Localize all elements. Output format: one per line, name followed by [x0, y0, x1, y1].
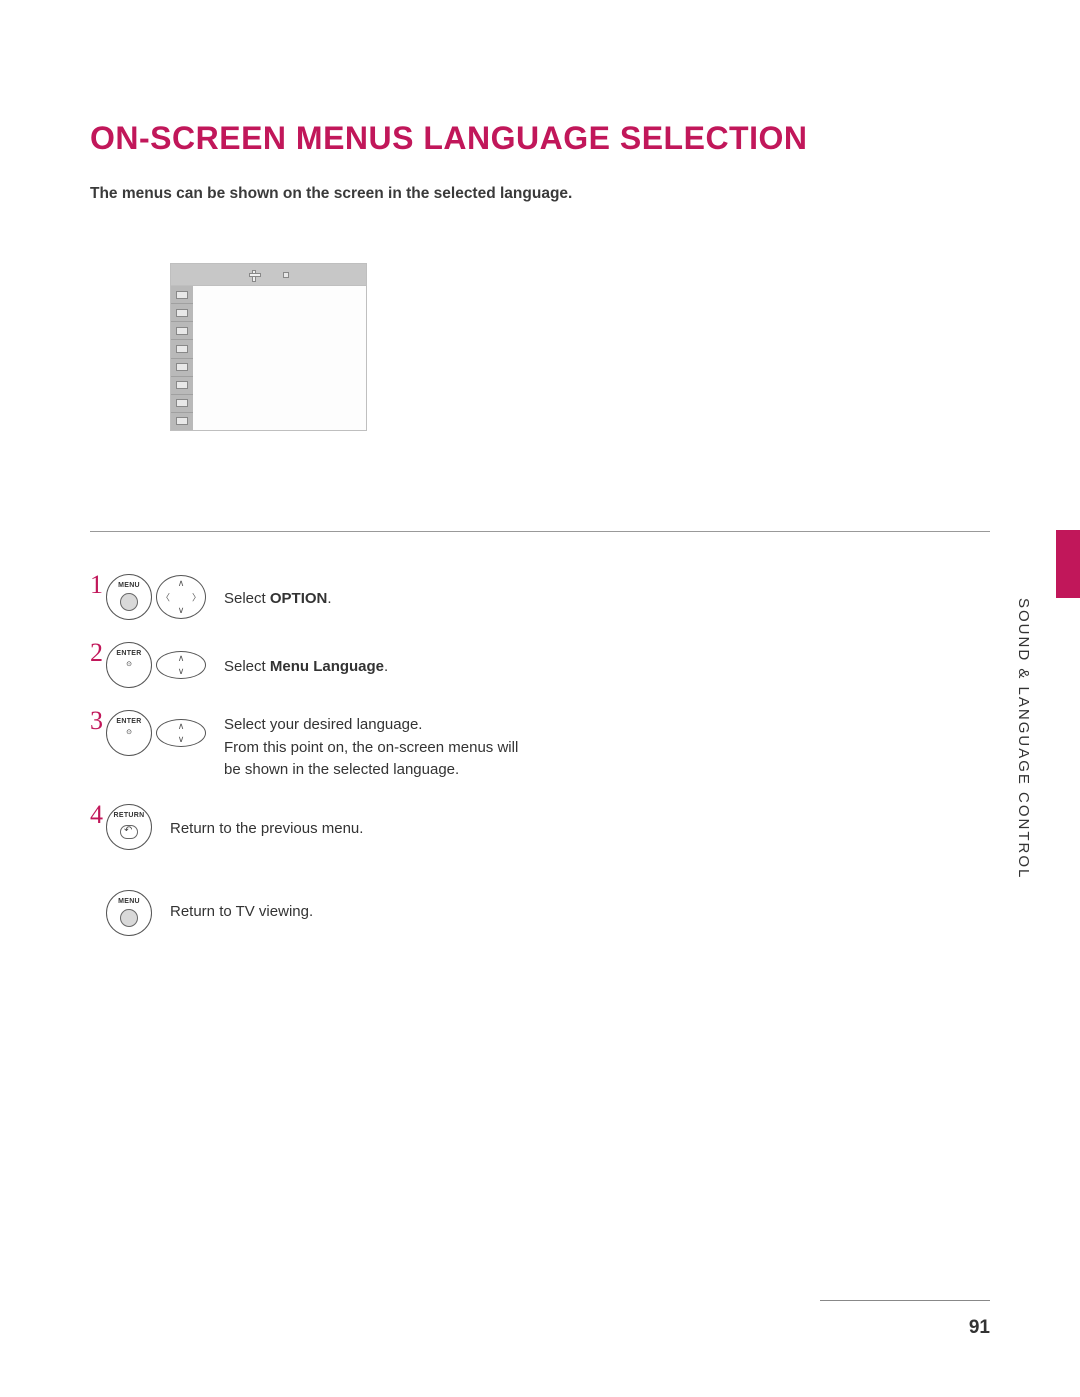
step: 4 RETURN Return to the previous menu. — [90, 804, 990, 850]
text-segment: Select — [224, 590, 270, 607]
tv-menu-content — [193, 286, 366, 430]
steps-list: 1 MENU ∧ ∨ 〈 〉 Select OPTION. 2 — [90, 574, 990, 936]
enter-button[interactable]: ENTER ⊙ — [106, 710, 152, 756]
button-inner-icon — [120, 593, 138, 611]
step: 1 MENU ∧ ∨ 〈 〉 Select OPTION. — [90, 574, 990, 620]
page-number: 91 — [969, 1317, 990, 1339]
dot-icon — [283, 272, 289, 278]
text-line: From this point on, the on-screen menus … — [224, 739, 518, 756]
tv-side-cell — [171, 322, 193, 340]
button-label: ENTER — [116, 718, 141, 725]
step: MENU Return to TV viewing. — [106, 890, 990, 936]
tv-side-cell — [171, 395, 193, 413]
side-tab-accent — [1056, 530, 1080, 598]
tv-side-cell — [171, 377, 193, 395]
chevron-up-icon: ∧ — [178, 653, 185, 664]
button-label: ENTER — [116, 650, 141, 657]
text-line: Return to TV viewing. — [170, 903, 313, 920]
step: 3 ENTER ⊙ ∧ ∨ Select your desired langua… — [90, 710, 990, 782]
chevron-down-icon: ∨ — [178, 734, 185, 745]
tv-side-cell — [171, 413, 193, 430]
nav-pad[interactable]: ∧ ∨ 〈 〉 — [156, 575, 206, 619]
page-number-rule — [820, 1300, 990, 1301]
divider — [90, 531, 990, 532]
button-group: ENTER ⊙ ∧ ∨ — [106, 710, 206, 756]
chevron-down-icon: ∨ — [178, 666, 185, 677]
text-line: Return to the previous menu. — [170, 820, 363, 837]
step-text: Select your desired language. From this … — [224, 710, 518, 782]
tv-menu-figure — [170, 263, 367, 431]
step-text: Return to the previous menu. — [170, 804, 363, 841]
return-button[interactable]: RETURN — [106, 804, 152, 850]
step-number: 2 — [90, 640, 104, 666]
button-label: MENU — [118, 898, 140, 905]
text-line: be shown in the selected language. — [224, 761, 459, 778]
intro-text: The menus can be shown on the screen in … — [90, 185, 990, 203]
tv-side-cell — [171, 286, 193, 304]
page-title: ON-SCREEN MENUS LANGUAGE SELECTION — [90, 120, 990, 157]
nav-pad[interactable]: ∧ ∨ — [156, 719, 206, 747]
button-group: ENTER ⊙ ∧ ∨ — [106, 642, 206, 688]
button-inner-icon — [120, 909, 138, 927]
text-bold: OPTION — [270, 590, 328, 607]
button-label: MENU — [118, 582, 140, 589]
menu-button[interactable]: MENU — [106, 574, 152, 620]
text-segment: . — [384, 658, 388, 675]
menu-button[interactable]: MENU — [106, 890, 152, 936]
enter-dot-icon: ⊙ — [126, 728, 132, 736]
text-line: Select your desired language. — [224, 716, 422, 733]
step-text: Return to TV viewing. — [170, 901, 313, 924]
step-number: 3 — [90, 708, 104, 734]
step: 2 ENTER ⊙ ∧ ∨ Select Menu Language. — [90, 642, 990, 688]
text-segment: Select — [224, 658, 270, 675]
tv-side-cell — [171, 340, 193, 358]
enter-button[interactable]: ENTER ⊙ — [106, 642, 152, 688]
tv-menu-sidebar — [171, 286, 193, 430]
chevron-down-icon: ∨ — [178, 605, 185, 616]
nav-pad[interactable]: ∧ ∨ — [156, 651, 206, 679]
move-icon — [249, 270, 259, 280]
button-group: MENU ∧ ∨ 〈 〉 — [106, 574, 206, 620]
chevron-left-icon: 〈 — [161, 591, 170, 604]
tv-side-cell — [171, 304, 193, 322]
enter-dot-icon: ⊙ — [126, 660, 132, 668]
tv-menu-titlebar — [171, 264, 366, 286]
button-label: RETURN — [114, 812, 145, 819]
chevron-right-icon: 〉 — [192, 591, 201, 604]
return-arrow-icon — [120, 825, 138, 839]
text-bold: Menu Language — [270, 658, 384, 675]
button-group: RETURN — [106, 804, 152, 850]
chevron-up-icon: ∧ — [178, 721, 185, 732]
step-number: 1 — [90, 572, 104, 598]
text-segment: . — [327, 590, 331, 607]
chevron-up-icon: ∧ — [178, 578, 185, 589]
step-text: Select Menu Language. — [224, 642, 388, 679]
step-text: Select OPTION. — [224, 574, 332, 611]
step-number: 4 — [90, 802, 104, 828]
tv-side-cell — [171, 359, 193, 377]
section-label: SOUND & LANGUAGE CONTROL — [1008, 598, 1032, 898]
